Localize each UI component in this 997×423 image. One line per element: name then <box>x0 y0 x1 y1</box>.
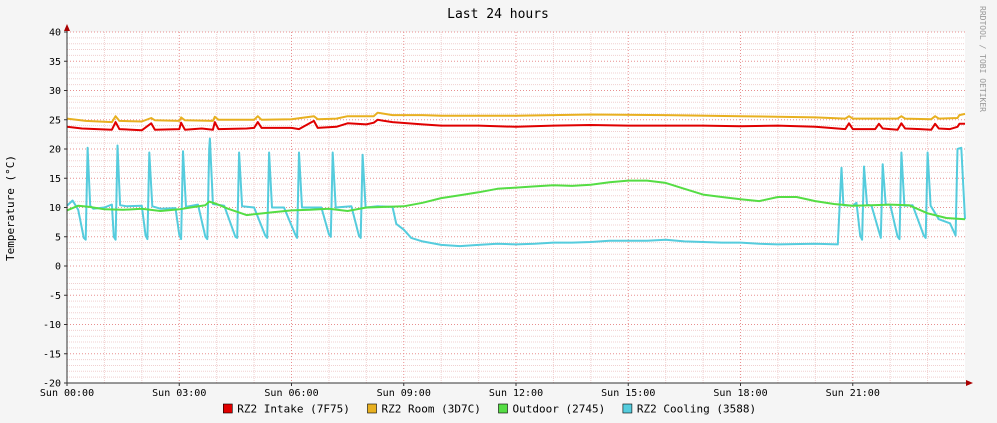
series-line-2 <box>66 179 966 221</box>
chart-title: Last 24 hours <box>447 7 549 22</box>
y-tick-label: 15 <box>49 174 61 185</box>
y-tick-label: -10 <box>43 320 61 331</box>
legend-swatch <box>622 403 633 414</box>
y-axis-label: Temperature (°C) <box>4 155 17 261</box>
y-tick-label: 0 <box>55 262 61 273</box>
x-tick-label: Sun 06:00 <box>264 388 318 399</box>
legend-item-2: Outdoor (2745) <box>498 403 606 416</box>
y-axis-arrow <box>64 24 70 31</box>
x-tick-label: Sun 21:00 <box>826 388 880 399</box>
axes <box>64 24 973 386</box>
y-tick-label: 25 <box>49 115 61 126</box>
x-tick-label: Sun 18:00 <box>713 388 767 399</box>
y-tick-label: 30 <box>49 86 61 97</box>
legend-item-1: RZ2 Room (3D7C) <box>367 403 481 416</box>
x-tick-label: Sun 09:00 <box>377 388 431 399</box>
legend-swatch <box>367 403 377 414</box>
y-tick-labels: 40 35 30 25 20 15 10 5 0 -5 -10 -15 -20 <box>43 28 61 390</box>
legend-item-3: RZ2 Cooling (3588) <box>622 403 756 416</box>
y-tick-label: 35 <box>49 57 61 68</box>
x-tick-label: Sun 12:00 <box>489 388 543 399</box>
legend-label: RZ2 Room (3D7C) <box>382 403 481 416</box>
series-line-1 <box>66 111 966 124</box>
x-tick-label: Sun 00:00 <box>40 388 94 399</box>
y-tick-label: 40 <box>49 28 61 39</box>
legend: RZ2 Intake (7F75) RZ2 Room (3D7C) Outdoor … <box>223 403 756 416</box>
legend-swatch <box>498 403 508 414</box>
legend-label: RZ2 Cooling (3588) <box>637 403 756 416</box>
y-tick-label: -15 <box>43 349 61 360</box>
series-lines <box>66 111 966 248</box>
legend-swatch <box>223 403 233 414</box>
legend-item-0: RZ2 Intake (7F75) <box>223 403 350 416</box>
x-tick-labels: Sun 00:00 Sun 03:00 Sun 06:00 Sun 09:00 Sun … <box>40 388 880 399</box>
y-tick-label: 5 <box>55 232 61 243</box>
x-axis-arrow <box>966 380 973 386</box>
y-tick-label: -20 <box>43 379 61 390</box>
x-tick-label: Sun 03:00 <box>152 388 206 399</box>
rrdtool-watermark: RRDTOOL / TOBI OETIKER <box>978 6 987 112</box>
x-tick-label: Sun 15:00 <box>601 388 655 399</box>
y-tick-label: 10 <box>49 203 61 214</box>
series-line-0 <box>66 118 965 132</box>
legend-label: RZ2 Intake (7F75) <box>237 403 350 416</box>
legend-label: Outdoor (2745) <box>513 403 606 416</box>
y-tick-label: 20 <box>49 145 61 156</box>
y-tick-label: -5 <box>49 291 61 302</box>
